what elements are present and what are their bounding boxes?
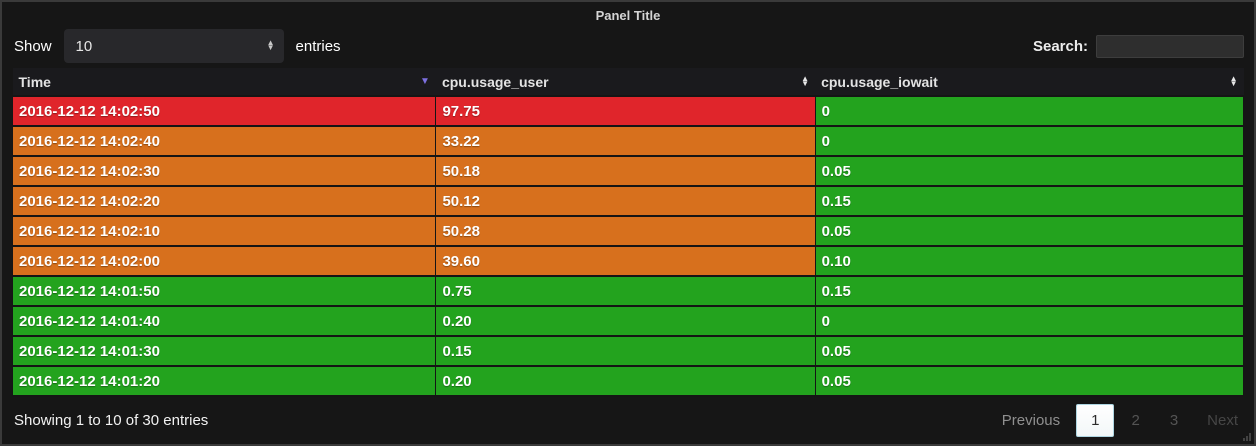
cell-time: 2016-12-12 14:02:30	[11, 155, 437, 187]
search-label: Search:	[1032, 37, 1088, 55]
cell-usage-user: 0.15	[435, 335, 816, 367]
table-row: 2016-12-12 14:02:00 39.60 0.10	[11, 245, 1245, 277]
data-table: Time ▼ cpu.usage_user ▲ ▼ cpu.usage_iowai…	[11, 68, 1245, 397]
column-header-time[interactable]: Time ▼	[12, 68, 436, 96]
cell-usage-iowait: 0.10	[814, 245, 1245, 277]
table-body: 2016-12-12 14:02:50 97.75 0 2016-12-12 14:0…	[11, 95, 1245, 397]
cell-usage-iowait: 0	[814, 95, 1245, 127]
column-header-usage-user-label: cpu.usage_user	[441, 73, 549, 90]
pagination-page-2[interactable]: 2	[1131, 411, 1140, 429]
search-area: Search:	[1032, 34, 1244, 58]
table-row: 2016-12-12 14:01:20 0.20 0.05	[11, 365, 1245, 397]
pagination-previous-button[interactable]: Previous	[1001, 411, 1061, 429]
table-row: 2016-12-12 14:02:20 50.12 0.15	[11, 185, 1245, 217]
cell-time: 2016-12-12 14:02:20	[11, 185, 437, 217]
entries-label: entries	[295, 37, 341, 55]
cell-usage-user: 50.12	[435, 185, 816, 217]
cell-usage-user: 0.20	[435, 365, 816, 397]
cell-usage-user: 39.60	[435, 245, 816, 277]
cell-usage-iowait: 0.05	[814, 155, 1245, 187]
cell-usage-iowait: 0.15	[814, 185, 1245, 217]
cell-usage-iowait: 0	[814, 125, 1245, 157]
entries-select[interactable]: 10 ▲ ▼	[63, 29, 284, 63]
column-header-usage-iowait[interactable]: cpu.usage_iowait ▲ ▼	[815, 68, 1244, 96]
table-row: 2016-12-12 14:02:50 97.75 0	[11, 95, 1245, 127]
table-controls: Show 10 ▲ ▼ entries Search:	[12, 28, 1244, 64]
cell-usage-user: 50.18	[435, 155, 816, 187]
cell-time: 2016-12-12 14:02:00	[11, 245, 437, 277]
table-row: 2016-12-12 14:02:40 33.22 0	[11, 125, 1245, 157]
cell-usage-user: 50.28	[435, 215, 816, 247]
cell-usage-iowait: 0.15	[814, 275, 1245, 307]
cell-usage-iowait: 0.05	[814, 215, 1245, 247]
cell-time: 2016-12-12 14:01:20	[11, 365, 437, 397]
show-label: Show	[14, 37, 52, 55]
cell-usage-iowait: 0	[814, 305, 1245, 337]
column-header-time-label: Time	[18, 73, 51, 90]
entries-select-input[interactable]: 10	[63, 29, 284, 63]
cell-usage-user: 0.75	[435, 275, 816, 307]
column-header-usage-iowait-label: cpu.usage_iowait	[821, 73, 938, 90]
table-row: 2016-12-12 14:02:30 50.18 0.05	[11, 155, 1245, 187]
sort-unsorted-icon: ▲ ▼	[1229, 73, 1238, 88]
table-footer: Showing 1 to 10 of 30 entries Previous 1…	[12, 399, 1244, 441]
cell-time: 2016-12-12 14:01:40	[11, 305, 437, 337]
cell-time: 2016-12-12 14:02:10	[11, 215, 437, 247]
cell-time: 2016-12-12 14:01:30	[11, 335, 437, 367]
cell-usage-user: 97.75	[435, 95, 816, 127]
table-row: 2016-12-12 14:02:10 50.28 0.05	[11, 215, 1245, 247]
cell-usage-iowait: 0.05	[814, 365, 1245, 397]
table-row: 2016-12-12 14:01:30 0.15 0.05	[11, 335, 1245, 367]
cell-usage-user: 0.20	[435, 305, 816, 337]
cell-time: 2016-12-12 14:01:50	[11, 275, 437, 307]
entries-summary: Showing 1 to 10 of 30 entries	[14, 411, 209, 429]
cell-usage-iowait: 0.05	[814, 335, 1245, 367]
panel-resize-handle[interactable]	[1243, 433, 1251, 441]
cell-time: 2016-12-12 14:02:40	[11, 125, 437, 157]
search-input[interactable]	[1096, 34, 1244, 58]
table-header-row: Time ▼ cpu.usage_user ▲ ▼ cpu.usage_iowai…	[12, 68, 1244, 96]
cell-usage-user: 33.22	[435, 125, 816, 157]
sort-unsorted-icon: ▲ ▼	[801, 73, 810, 88]
table-row: 2016-12-12 14:01:50 0.75 0.15	[11, 275, 1245, 307]
pagination-page-3[interactable]: 3	[1169, 411, 1179, 429]
table-row: 2016-12-12 14:01:40 0.20 0	[11, 305, 1245, 337]
panel-title[interactable]: Panel Title	[595, 8, 661, 23]
pagination-next-button[interactable]: Next	[1207, 411, 1238, 429]
column-header-usage-user[interactable]: cpu.usage_user ▲ ▼	[435, 68, 816, 96]
cell-time: 2016-12-12 14:02:50	[11, 95, 437, 127]
sort-desc-icon: ▼	[420, 75, 430, 87]
pagination-page-1[interactable]: 1	[1076, 403, 1115, 437]
